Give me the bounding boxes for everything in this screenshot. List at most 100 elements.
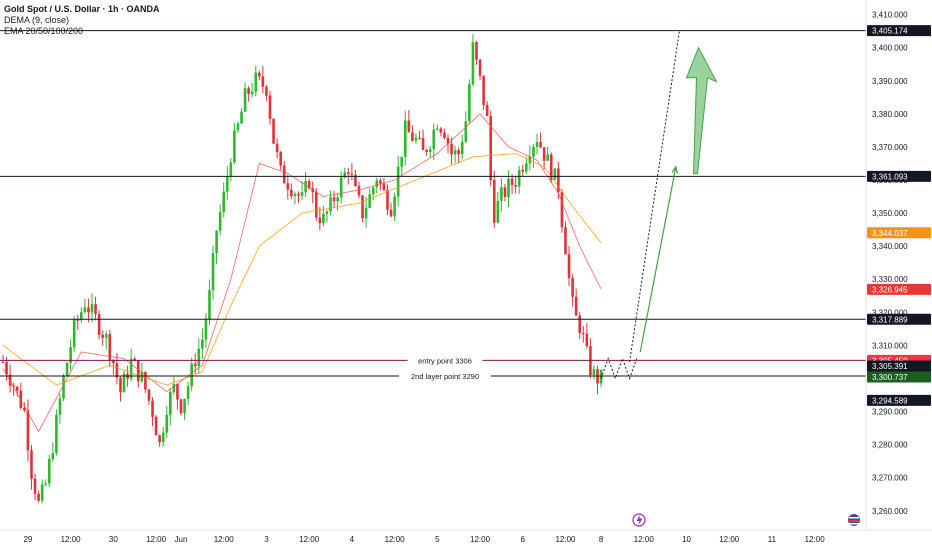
candle-body <box>439 128 443 133</box>
candle-body <box>414 137 418 141</box>
candle-body <box>65 362 69 376</box>
candle-body <box>104 334 108 338</box>
price-axis-panel[interactable] <box>866 0 932 530</box>
candle-body <box>517 169 521 187</box>
candle-body <box>215 230 218 253</box>
candle-body <box>243 88 247 112</box>
y-tick-label: 3,410.000 <box>872 11 908 20</box>
symbol-title[interactable]: Gold Spot / U.S. Dollar · 1h · OANDA <box>4 4 160 14</box>
candle-body <box>186 386 190 399</box>
candle-body <box>357 186 361 196</box>
candle-body <box>5 362 8 375</box>
candle-body <box>183 398 186 414</box>
x-tick-label: 12:00 <box>555 535 576 544</box>
candle-body <box>87 307 90 313</box>
candle-body <box>69 347 72 363</box>
level-label: entry point 3306 <box>418 356 472 365</box>
us-flag-event-icon[interactable] <box>848 514 860 526</box>
y-tick-label: 3,260.000 <box>872 507 908 516</box>
candle-body <box>532 146 535 157</box>
price-tag-label: 3,305.391 <box>872 362 908 371</box>
candle-body <box>101 334 104 338</box>
y-tick-label: 3,310.000 <box>872 341 908 350</box>
x-tick-label: 4 <box>350 535 355 544</box>
candles-layer <box>1 34 603 504</box>
x-tick-label: 12:00 <box>61 535 82 544</box>
ema-20-line <box>2 113 602 433</box>
dema-indicator-label[interactable]: DEMA (9, close) <box>4 15 70 25</box>
candle-body <box>510 178 514 186</box>
x-tick-label: 12:00 <box>470 535 491 544</box>
candle-body <box>272 118 275 144</box>
ema-layer <box>2 113 602 433</box>
candle-body <box>172 384 176 392</box>
price-tag-label: 3,300.737 <box>872 373 908 382</box>
big-up-arrow <box>685 46 718 175</box>
candle-body <box>428 149 432 152</box>
candle-body <box>485 104 489 116</box>
price-tag-bg <box>867 394 931 406</box>
candle-body <box>521 169 525 172</box>
zigzag-path <box>600 357 638 380</box>
ema-indicator-label[interactable]: EMA 20/50/100/200 <box>4 26 84 36</box>
candle-body <box>247 88 250 94</box>
candle-body <box>371 187 375 195</box>
candle-body <box>514 185 517 187</box>
chart-legend: Gold Spot / U.S. Dollar · 1h · OANDA DEM… <box>4 4 160 37</box>
candle-body <box>151 400 154 417</box>
candle-body <box>354 174 357 187</box>
candle-body <box>446 138 450 144</box>
candle-body <box>304 181 307 193</box>
candle-body <box>436 128 439 130</box>
price-tag-bg <box>867 170 931 182</box>
x-tick-label: 3 <box>264 535 269 544</box>
x-tick-label: 5 <box>435 535 440 544</box>
lightning-event-icon[interactable] <box>632 513 646 527</box>
x-tick-label: 12:00 <box>299 535 320 544</box>
candle-body <box>211 252 215 291</box>
candle-body <box>478 59 482 76</box>
candle-body <box>332 197 336 202</box>
projection-arrow-head <box>671 165 678 174</box>
time-axis: 29 12:00 30 12:00 Jun 12:00 3 12:00 4 12:00 5 12:00… <box>23 535 825 544</box>
candle-body <box>161 432 165 443</box>
candle-body <box>500 187 503 201</box>
price-tag-label: 3,361.093 <box>872 172 908 181</box>
y-tick-label: 3,270.000 <box>872 474 908 483</box>
candle-body <box>261 76 265 87</box>
candle-body <box>193 363 197 367</box>
candle-body <box>90 304 94 313</box>
y-tick-label: 3,330.000 <box>872 275 908 284</box>
candle-body <box>571 277 574 297</box>
candle-body <box>542 147 546 161</box>
candle-body <box>300 192 304 196</box>
candle-body <box>336 197 339 202</box>
candle-body <box>307 181 311 189</box>
candle-body <box>47 459 51 484</box>
candle-body <box>592 369 596 375</box>
candle-body <box>119 377 122 393</box>
candle-body <box>112 360 115 364</box>
y-tick-label: 3,380.000 <box>872 110 908 119</box>
candle-body <box>574 296 578 316</box>
price-tag-bg <box>867 227 931 239</box>
candle-body <box>76 319 80 321</box>
candle-body <box>154 416 158 436</box>
candle-body <box>222 191 226 212</box>
candle-body <box>578 315 582 333</box>
candle-body <box>389 209 393 217</box>
candle-body <box>567 254 571 278</box>
candle-body <box>204 318 208 340</box>
x-tick-label: 12:00 <box>719 535 740 544</box>
y-tick-label: 3,400.000 <box>872 44 908 53</box>
candle-body <box>293 194 297 196</box>
candle-body <box>421 138 425 150</box>
candle-body <box>297 194 300 196</box>
candle-body <box>396 166 400 197</box>
candle-body <box>94 304 97 315</box>
candle-body <box>311 188 315 193</box>
candle-body <box>382 183 386 191</box>
candle-body <box>386 190 389 210</box>
